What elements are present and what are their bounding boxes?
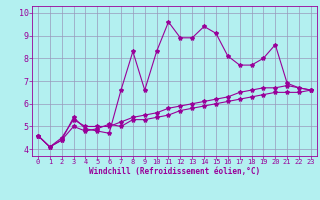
X-axis label: Windchill (Refroidissement éolien,°C): Windchill (Refroidissement éolien,°C): [89, 167, 260, 176]
